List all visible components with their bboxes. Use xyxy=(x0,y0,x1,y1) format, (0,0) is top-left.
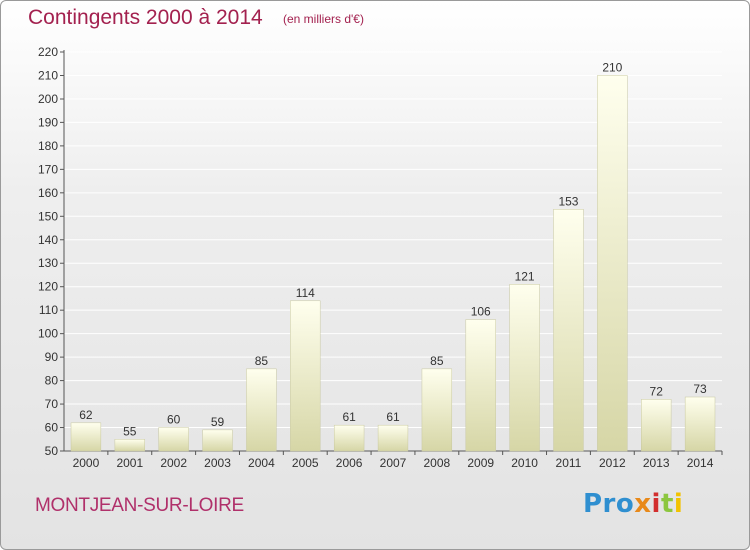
y-tick-label: 70 xyxy=(45,397,59,411)
x-tick-label: 2012 xyxy=(599,456,626,470)
logo-part: i xyxy=(673,489,684,519)
data-label: 85 xyxy=(430,354,444,368)
logo-part: t xyxy=(660,489,674,519)
logo-part: x xyxy=(634,489,652,519)
data-label: 62 xyxy=(79,408,93,422)
bar xyxy=(465,319,496,452)
y-tick-label: 190 xyxy=(38,115,58,129)
y-tick-label: 60 xyxy=(45,421,59,435)
y-tick-label: 200 xyxy=(38,92,58,106)
data-label: 153 xyxy=(558,194,578,208)
y-tick-label: 90 xyxy=(45,350,59,364)
bar xyxy=(421,368,453,452)
y-tick-label: 110 xyxy=(39,303,58,317)
bar xyxy=(509,284,540,452)
y-tick-label: 120 xyxy=(38,280,58,294)
x-tick-label: 2013 xyxy=(643,456,670,470)
logo-part: i xyxy=(651,489,661,519)
y-tick-label: 130 xyxy=(38,256,58,270)
y-tick-label: 160 xyxy=(38,186,58,200)
bar xyxy=(114,439,145,452)
x-tick-label: 2007 xyxy=(380,456,407,470)
bar xyxy=(597,75,628,452)
x-tick-label: 2003 xyxy=(204,456,231,470)
y-tick-label: 210 xyxy=(38,68,58,82)
bar xyxy=(684,396,716,452)
y-tick-label: 150 xyxy=(38,209,58,223)
y-tick-label: 140 xyxy=(38,233,58,247)
bar xyxy=(290,300,321,452)
y-tick-label: 100 xyxy=(38,327,58,341)
data-label: 210 xyxy=(602,60,622,74)
x-tick-label: 2000 xyxy=(73,456,100,470)
x-tick-label: 2002 xyxy=(160,456,187,470)
x-tick-label: 2009 xyxy=(467,456,494,470)
y-tick-label: 80 xyxy=(45,374,59,388)
y-tick-label: 50 xyxy=(45,444,59,458)
data-label: 73 xyxy=(693,382,707,396)
data-label: 61 xyxy=(386,410,400,424)
proxiti-logo: Proxiti xyxy=(583,489,683,519)
bar xyxy=(553,209,584,452)
bar xyxy=(70,422,102,452)
x-tick-label: 2005 xyxy=(292,456,319,470)
bar xyxy=(202,429,233,452)
data-label: 59 xyxy=(211,415,225,429)
y-tick-label: 180 xyxy=(38,139,58,153)
x-tick-label: 2006 xyxy=(336,456,363,470)
x-tick-label: 2014 xyxy=(687,456,714,470)
data-label: 72 xyxy=(650,384,664,398)
data-label: 85 xyxy=(255,354,269,368)
x-tick-label: 2001 xyxy=(116,456,143,470)
data-label: 60 xyxy=(167,413,181,427)
bar xyxy=(641,399,672,452)
bar xyxy=(246,368,277,452)
x-tick-label: 2011 xyxy=(556,456,582,470)
y-tick-label: 170 xyxy=(38,162,58,176)
data-label: 61 xyxy=(342,410,356,424)
bar xyxy=(158,427,189,452)
chart-subtitle: (en milliers d'€) xyxy=(283,12,364,26)
x-tick-label: 2004 xyxy=(248,456,275,470)
y-tick-label: 220 xyxy=(38,45,58,59)
data-label: 114 xyxy=(296,286,315,300)
chart-title: Contingents 2000 à 2014 xyxy=(28,6,263,29)
data-label: 55 xyxy=(123,424,137,438)
bar xyxy=(333,424,365,452)
bar xyxy=(377,424,409,452)
data-label: 121 xyxy=(515,269,535,283)
logo-part: Pro xyxy=(583,489,635,519)
x-tick-label: 2010 xyxy=(511,456,538,470)
x-tick-label: 2008 xyxy=(424,456,451,470)
commune-name: MONTJEAN-SUR-LOIRE xyxy=(35,495,244,516)
data-label: 106 xyxy=(471,305,491,319)
